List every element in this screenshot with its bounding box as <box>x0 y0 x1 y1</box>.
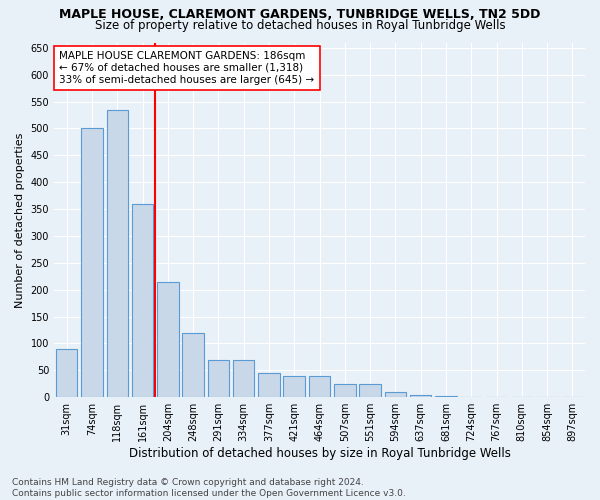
Bar <box>460 396 482 397</box>
Bar <box>56 349 77 397</box>
Text: MAPLE HOUSE CLAREMONT GARDENS: 186sqm
← 67% of detached houses are smaller (1,31: MAPLE HOUSE CLAREMONT GARDENS: 186sqm ← … <box>59 52 314 84</box>
X-axis label: Distribution of detached houses by size in Royal Tunbridge Wells: Distribution of detached houses by size … <box>128 447 511 460</box>
Bar <box>283 376 305 397</box>
Bar <box>385 392 406 397</box>
Text: MAPLE HOUSE, CLAREMONT GARDENS, TUNBRIDGE WELLS, TN2 5DD: MAPLE HOUSE, CLAREMONT GARDENS, TUNBRIDG… <box>59 8 541 20</box>
Y-axis label: Number of detached properties: Number of detached properties <box>15 132 25 308</box>
Bar <box>81 128 103 397</box>
Bar <box>107 110 128 397</box>
Bar <box>359 384 381 397</box>
Bar <box>132 204 153 397</box>
Bar <box>157 282 179 397</box>
Bar <box>536 396 558 397</box>
Bar <box>182 332 204 397</box>
Text: Contains HM Land Registry data © Crown copyright and database right 2024.
Contai: Contains HM Land Registry data © Crown c… <box>12 478 406 498</box>
Bar <box>258 373 280 397</box>
Bar <box>309 376 330 397</box>
Bar <box>233 360 254 397</box>
Bar <box>410 394 431 397</box>
Bar <box>435 396 457 397</box>
Bar <box>208 360 229 397</box>
Bar <box>334 384 356 397</box>
Text: Size of property relative to detached houses in Royal Tunbridge Wells: Size of property relative to detached ho… <box>95 18 505 32</box>
